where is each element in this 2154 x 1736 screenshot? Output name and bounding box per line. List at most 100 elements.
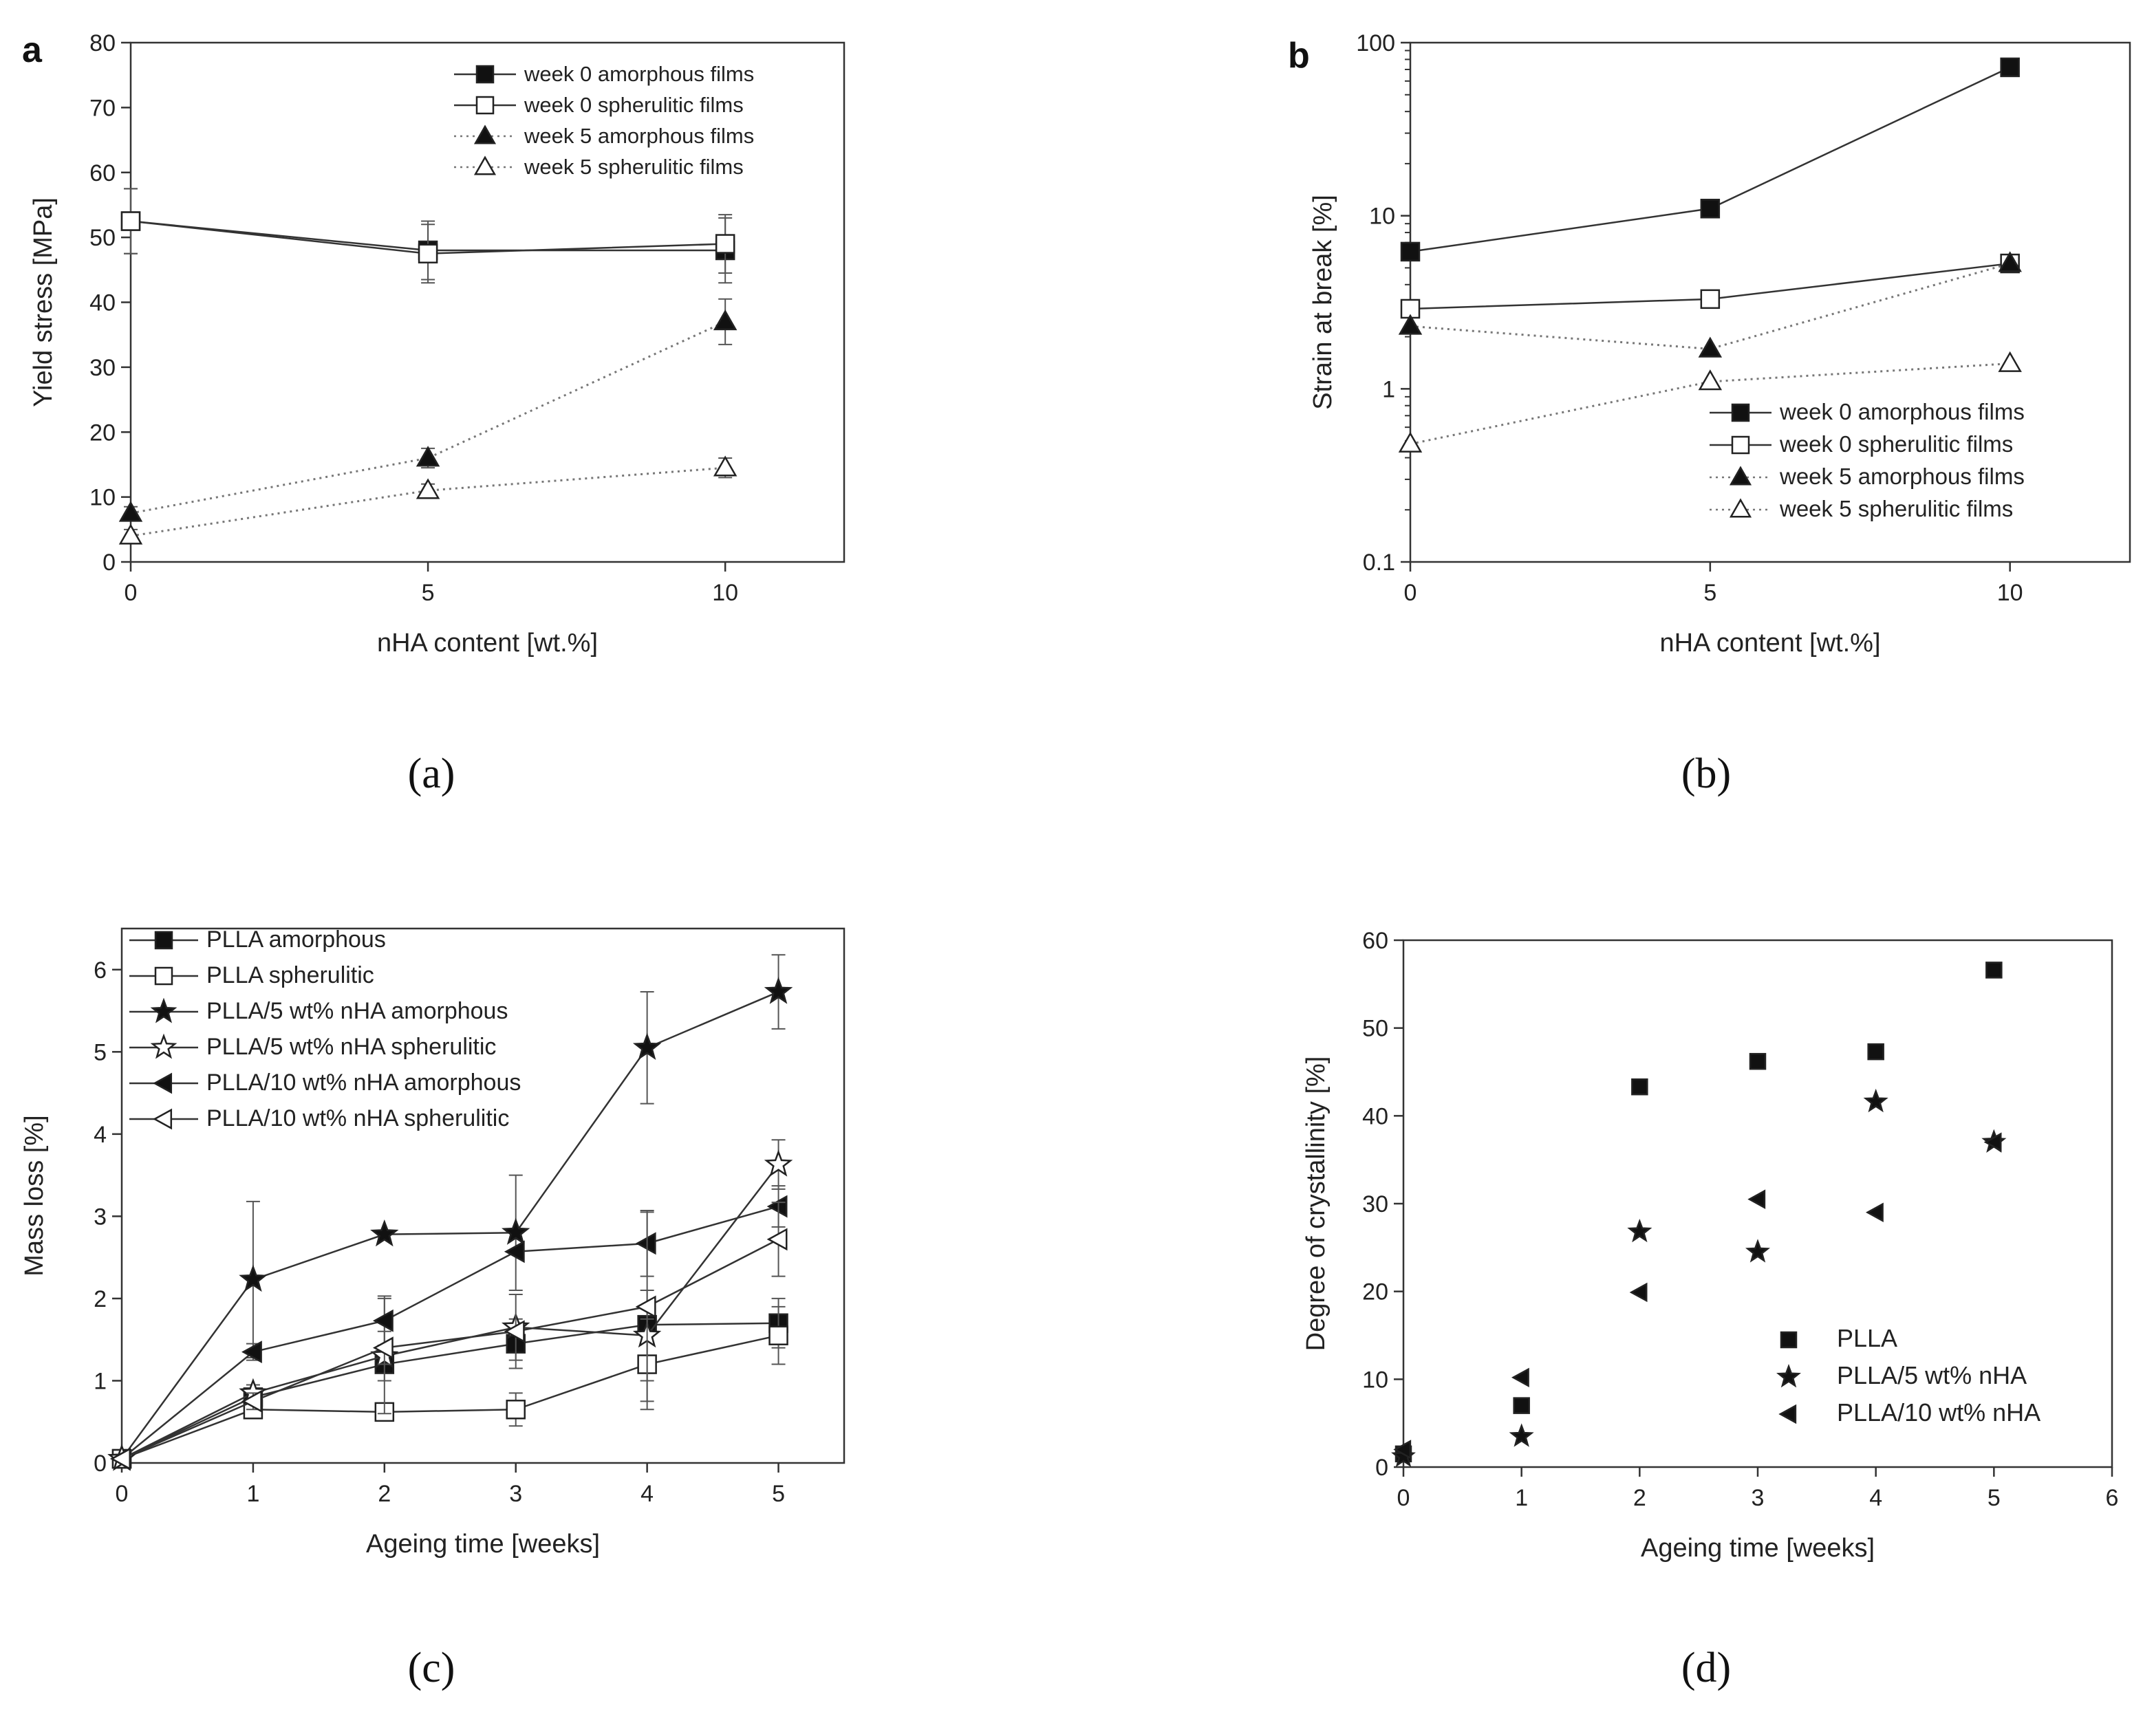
legend-marker	[1780, 1331, 1798, 1349]
legend: week 0 amorphous films week 0 spherulitic…	[454, 62, 754, 179]
x-tick-label: 10	[712, 580, 738, 606]
legend-label: week 0 amorphous films	[1779, 399, 2025, 424]
y-tick-label: 10	[1362, 1367, 1388, 1393]
y-tick-label: 40	[1362, 1103, 1388, 1129]
y-tick-label: 70	[89, 95, 116, 121]
data-point	[1998, 251, 2022, 272]
y-tick-label: 5	[94, 1039, 107, 1065]
data-point	[766, 1195, 788, 1218]
x-tick-label: 5	[1988, 1485, 2001, 1511]
y-axis-label: Degree of crystallinity [%]	[1302, 1056, 1331, 1352]
series-3	[1393, 1132, 2002, 1460]
legend-label: PLLA/10 wt% nHA	[1837, 1398, 2040, 1426]
data-point	[1627, 1218, 1652, 1243]
legend-marker	[1776, 1364, 1801, 1388]
legend-label: PLLA/5 wt% nHA	[1837, 1361, 2027, 1389]
data-point	[764, 1149, 793, 1177]
legend-marker	[153, 1108, 173, 1130]
data-point	[1749, 1052, 1767, 1070]
series-line	[130, 466, 726, 537]
legend-label: week 0 amorphous films	[524, 62, 754, 86]
x-tick-label: 4	[640, 1481, 654, 1507]
data-point	[416, 446, 440, 467]
legend-label: week 5 spherulitic films	[524, 155, 744, 179]
legend-marker	[1731, 403, 1750, 422]
y-tick-label: 0	[1375, 1455, 1388, 1481]
legend-item: PLLA	[1780, 1324, 1897, 1352]
data-point	[768, 1325, 788, 1345]
legend-item: PLLA spherulitic	[129, 962, 374, 988]
legend-item: week 5 amorphous films	[454, 124, 754, 148]
series-2	[120, 188, 735, 284]
legend-marker	[150, 1033, 177, 1059]
legend: PLLA PLLA/5 wt% nHA PLLA/10 wt% nHA	[1776, 1324, 2040, 1426]
data-point	[1998, 351, 2022, 372]
data-point	[1985, 962, 2003, 979]
x-tick-label: 1	[246, 1481, 259, 1507]
data-point	[416, 478, 440, 499]
panel-b: 0 5 10 0.1 1 10 100 nHA content [wt.%] Strain at…	[1288, 30, 2131, 797]
legend-label: PLLA amorphous	[206, 926, 386, 953]
x-tick-label: 0	[125, 580, 138, 606]
x-tick-label: 5	[1703, 580, 1716, 606]
y-tick-label: 2	[94, 1286, 107, 1312]
legend-marker	[154, 966, 173, 986]
x-tick-label: 2	[378, 1481, 391, 1507]
series-line	[1410, 262, 2011, 350]
legend-marker	[1729, 498, 1752, 518]
data-point	[504, 1240, 525, 1263]
data-point	[118, 523, 143, 545]
data-point	[1747, 1189, 1766, 1209]
x-tick-label: 0	[116, 1481, 129, 1507]
legend-item: week 5 amorphous films	[1710, 464, 2025, 489]
data-point	[1629, 1282, 1648, 1303]
x-tick-label: 1	[1515, 1485, 1528, 1511]
legend-label: week 0 spherulitic films	[1779, 431, 2013, 457]
data-point	[764, 977, 793, 1004]
y-axis-label: Mass loss [%]	[20, 1115, 49, 1276]
plot-frame	[120, 927, 846, 1464]
y-tick-label: 20	[1362, 1279, 1388, 1305]
data-point	[1398, 314, 1423, 335]
legend-item: week 5 spherulitic films	[454, 155, 744, 179]
x-axis-label: Ageing time [weeks]	[1641, 1534, 1875, 1563]
legend-item: PLLA/10 wt% nHA	[1778, 1398, 2040, 1426]
data-point	[1700, 289, 1721, 310]
data-point	[1631, 1078, 1648, 1096]
series-1	[1400, 57, 2020, 262]
x-tick-label: 0	[1397, 1485, 1410, 1511]
series-4	[1398, 351, 2022, 453]
legend-label: PLLA/10 wt% nHA spherulitic	[206, 1105, 509, 1131]
x-tick-label: 3	[509, 1481, 522, 1507]
x-tick-label: 3	[1752, 1485, 1765, 1511]
x-tick-label: 4	[1869, 1485, 1882, 1511]
data-point	[239, 1264, 268, 1292]
series-line	[121, 1205, 779, 1460]
panel-caption: (d)	[1681, 1645, 1731, 1691]
legend-marker	[475, 96, 495, 115]
data-point	[502, 1217, 530, 1245]
legend-label: PLLA/10 wt% nHA amorphous	[206, 1070, 521, 1096]
x-tick-label: 0	[1404, 580, 1417, 606]
series-line	[121, 1164, 779, 1460]
data-point	[2000, 57, 2020, 78]
data-point	[713, 455, 737, 477]
series-6	[110, 1202, 788, 1471]
data-point	[506, 1400, 526, 1420]
data-point	[1863, 1088, 1888, 1113]
series-line	[120, 990, 779, 1460]
data-point	[118, 501, 143, 522]
data-point	[1511, 1367, 1529, 1387]
data-point	[1513, 1397, 1530, 1414]
data-point	[1393, 1440, 1412, 1460]
panel-caption: (a)	[408, 750, 455, 797]
data-point	[1698, 369, 1723, 391]
data-point	[1698, 336, 1723, 358]
y-tick-label: 3	[94, 1204, 107, 1230]
series-3	[1398, 251, 2022, 358]
panel-letter: b	[1288, 36, 1310, 76]
legend-marker	[150, 997, 177, 1023]
legend-marker	[473, 155, 497, 175]
series-line	[121, 1322, 779, 1460]
panel-caption: (b)	[1681, 750, 1731, 797]
